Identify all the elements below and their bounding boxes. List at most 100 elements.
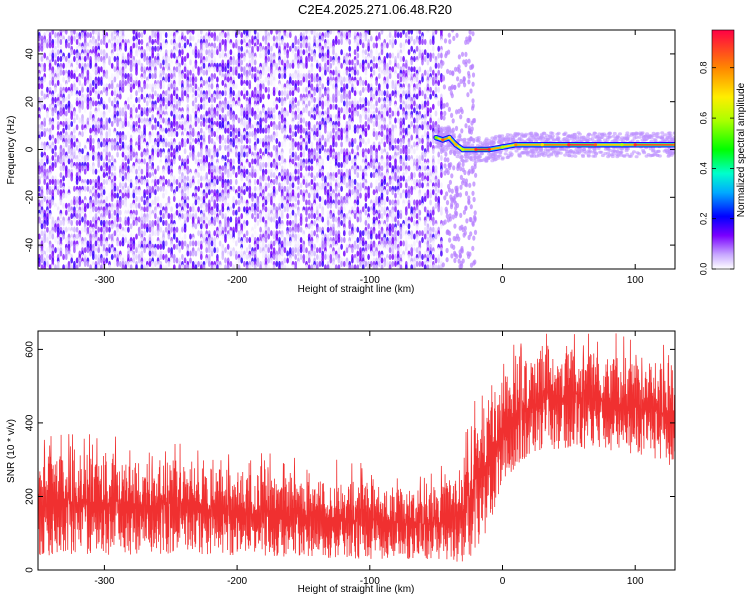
noise-cell (78, 199, 82, 206)
noise-cell (294, 114, 298, 121)
noise-cell (326, 117, 330, 124)
noise-cell (278, 175, 281, 182)
noise-cell (108, 83, 111, 90)
noise-cell (226, 243, 230, 250)
noise-cell (67, 253, 71, 261)
noise-cell (86, 219, 90, 226)
noise-cell (100, 66, 103, 73)
noise-cell (310, 66, 314, 73)
noise-cell (189, 213, 192, 220)
noise-cell (156, 38, 160, 46)
noise-cell (175, 124, 179, 131)
noise-cell (199, 223, 203, 230)
noise-cell (216, 264, 219, 269)
noise-cell (240, 175, 244, 182)
noise-cell (97, 192, 101, 199)
noise-cell (151, 131, 155, 138)
noise-cell (64, 110, 68, 117)
noise-cell (329, 96, 333, 104)
noise-cell (183, 240, 187, 247)
noise-cell (237, 66, 241, 73)
noise-cell (310, 117, 314, 124)
noise-cell (278, 165, 281, 172)
noise-cell (243, 158, 246, 165)
noise-cell (159, 243, 163, 250)
noise-cell (40, 223, 44, 230)
noise-cell (232, 250, 235, 257)
noise-cell (305, 199, 308, 206)
noise-cell (248, 243, 252, 250)
noise-cell (148, 124, 152, 131)
noise-cell (245, 35, 249, 42)
noise-cell (259, 148, 262, 155)
noise-cell (81, 86, 84, 93)
noise-cell (232, 69, 235, 76)
noise-cell (86, 260, 90, 267)
noise-cell (251, 59, 254, 66)
noise-cell (113, 230, 117, 237)
noise-cell (97, 110, 101, 117)
noise-cell (54, 96, 57, 104)
noise-cell (310, 158, 314, 165)
noise-cell (224, 103, 227, 110)
noise-cell (234, 59, 238, 66)
noise-cell (43, 42, 47, 49)
noise-cell (70, 120, 74, 127)
noise-cell (315, 192, 319, 199)
noise-cell (213, 66, 217, 73)
noise-cell (64, 55, 68, 63)
noise-cell (283, 90, 287, 97)
noise-cell (178, 79, 182, 86)
noise-cell (67, 42, 71, 49)
noise-cell (248, 213, 252, 220)
noise-cell (272, 134, 276, 141)
noise-cell (140, 264, 144, 269)
noise-cell (240, 32, 244, 39)
noise-cell (59, 172, 63, 179)
noise-cell (135, 168, 138, 175)
noise-cell (286, 161, 289, 168)
noise-cell (181, 38, 184, 46)
noise-cell (297, 209, 300, 216)
noise-cell (170, 185, 173, 192)
noise-cell (245, 137, 249, 145)
noise-cell (218, 52, 222, 59)
noise-cell (197, 250, 200, 257)
noise-cell (162, 243, 165, 250)
noise-cell (229, 233, 233, 240)
noise-cell (310, 189, 314, 196)
noise-cell (299, 247, 303, 254)
noise-cell (218, 45, 222, 52)
noise-cell (143, 257, 146, 264)
noise-cell (270, 100, 273, 107)
noise-cell (159, 83, 163, 90)
noise-cell (256, 38, 260, 46)
noise-cell (62, 45, 65, 52)
noise-cell (253, 103, 257, 110)
noise-cell (59, 213, 63, 220)
noise-cell (310, 96, 314, 104)
noise-cell (132, 110, 136, 117)
noise-cell (100, 219, 103, 226)
noise-cell (329, 62, 333, 69)
noise-cell (186, 223, 190, 230)
noise-cell (280, 83, 284, 90)
noise-cell (297, 100, 300, 107)
noise-cell (191, 30, 195, 35)
noise-cell (118, 110, 122, 117)
noise-cell (294, 45, 298, 52)
noise-cell (321, 35, 325, 42)
noise-cell (286, 93, 289, 100)
noise-cell (218, 264, 222, 269)
noise-cell (102, 86, 106, 93)
noise-cell (40, 178, 44, 185)
noise-cell (237, 257, 241, 264)
noise-cell (218, 253, 222, 261)
noise-cell (243, 151, 246, 158)
noise-cell (283, 247, 287, 254)
noise-cell (159, 49, 163, 56)
noise-cell (294, 195, 298, 203)
noise-cell (121, 168, 125, 175)
noise-cell (321, 260, 325, 267)
